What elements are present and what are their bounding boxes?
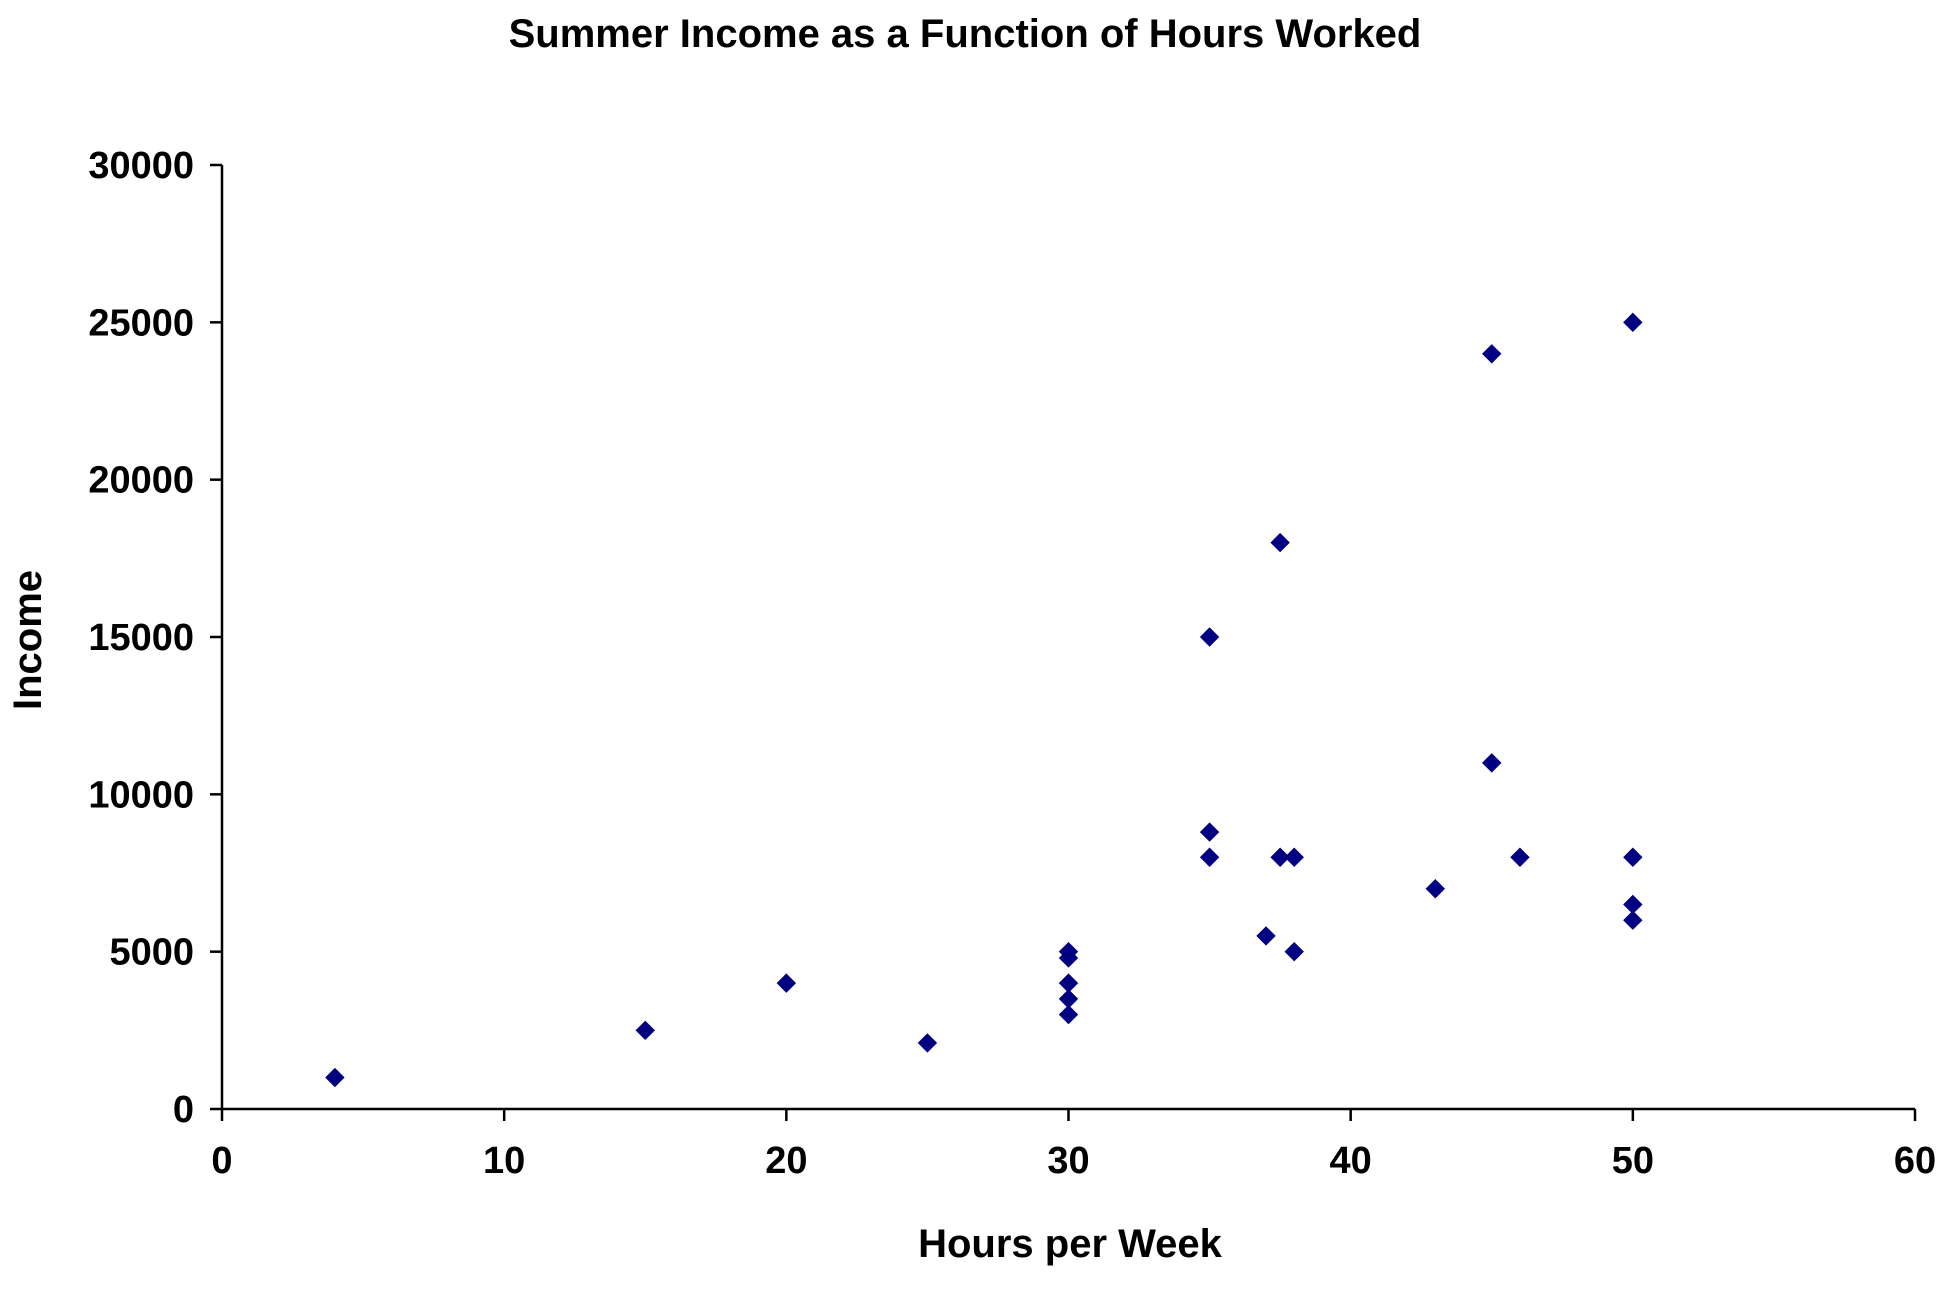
y-axis-label: Income (6, 570, 50, 710)
x-tick-label: 20 (765, 1140, 807, 1182)
y-tick-label: 15000 (88, 617, 194, 659)
x-tick-label: 30 (1047, 1140, 1089, 1182)
data-point (776, 973, 797, 993)
y-tick-label: 0 (173, 1089, 194, 1131)
data-point (1270, 847, 1290, 867)
x-tick-label: 10 (483, 1140, 525, 1182)
data-point (1199, 627, 1220, 647)
data-point (1284, 847, 1304, 867)
x-tick-label: 50 (1612, 1140, 1654, 1182)
data-point (1623, 847, 1643, 867)
x-tick-label: 40 (1330, 1140, 1372, 1182)
chart-title: Summer Income as a Function of Hours Wor… (509, 12, 1422, 56)
x-tick-label: 0 (211, 1140, 232, 1182)
data-point (1623, 910, 1643, 930)
y-tick-label: 5000 (109, 932, 194, 974)
data-point (1510, 847, 1530, 867)
data-point (1256, 926, 1276, 946)
data-point (1482, 753, 1502, 773)
data-point (1199, 847, 1220, 867)
data-point (1425, 879, 1446, 899)
data-points (325, 312, 1643, 1088)
data-point (1482, 344, 1502, 364)
data-point (1058, 948, 1079, 968)
y-tick-label: 10000 (88, 774, 194, 816)
y-tick-label: 20000 (88, 460, 194, 502)
data-point (917, 1033, 938, 1053)
data-point (635, 1020, 655, 1041)
x-axis-label: Hours per Week (918, 1222, 1223, 1266)
x-tick-label: 60 (1894, 1140, 1936, 1182)
data-point (1284, 941, 1304, 962)
x-axis-ticks: 0 10 20 30 40 50 60 (211, 1109, 1936, 1182)
y-tick-label: 25000 (88, 302, 194, 344)
data-point (1199, 822, 1220, 842)
data-point (325, 1067, 345, 1088)
y-tick-label: 30000 (88, 145, 194, 187)
y-axis-ticks: 0 5000 10000 15000 20000 25000 30000 (88, 145, 222, 1131)
data-point (1058, 1004, 1079, 1025)
data-point (1623, 312, 1643, 333)
data-point (1270, 532, 1290, 553)
